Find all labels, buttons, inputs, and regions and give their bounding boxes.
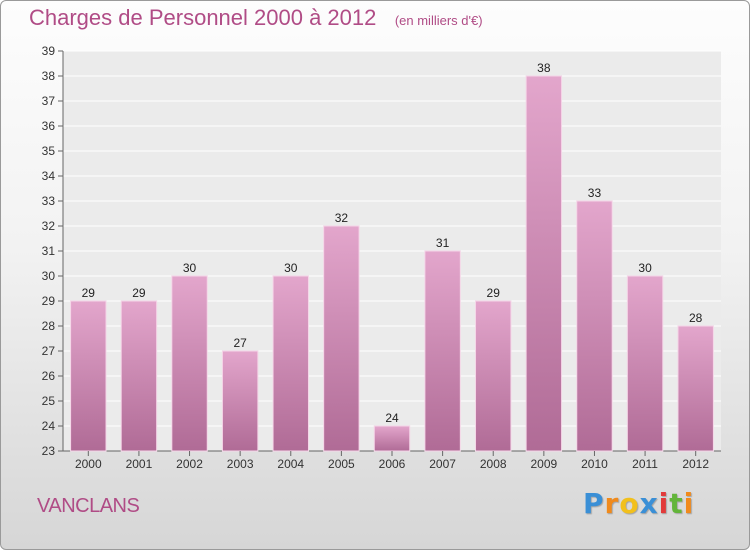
x-tick-label-2012: 2012 <box>682 457 709 471</box>
x-tick-label-2002: 2002 <box>176 457 203 471</box>
logo-letter: t <box>669 487 684 520</box>
x-tick-label-2004: 2004 <box>277 457 304 471</box>
proxiti-logo: Proxiti <box>583 487 694 520</box>
value-label-2006: 24 <box>385 411 399 425</box>
x-tick-label-2003: 2003 <box>227 457 254 471</box>
value-label-2012: 28 <box>689 311 703 325</box>
bar-2003 <box>221 350 259 452</box>
bar-2007 <box>424 250 461 452</box>
y-tick-label: 28 <box>42 319 56 333</box>
logo-letter: r <box>604 487 620 520</box>
x-tick-label-2001: 2001 <box>126 457 153 471</box>
x-tick-label-2010: 2010 <box>581 457 608 471</box>
y-tick-label: 25 <box>42 394 56 408</box>
value-label-2005: 32 <box>335 211 349 225</box>
x-tick-label-2007: 2007 <box>429 457 456 471</box>
x-tick-label-2008: 2008 <box>480 457 507 471</box>
chart-subtitle: (en milliers d'€) <box>394 13 483 28</box>
value-label-2004: 30 <box>284 261 298 275</box>
x-tick-label-2000: 2000 <box>75 457 102 471</box>
y-tick-label: 36 <box>42 119 56 133</box>
logo-letter: i <box>683 487 695 520</box>
value-label-2011: 30 <box>638 261 652 275</box>
y-tick-label: 39 <box>42 44 56 58</box>
bar-2012 <box>677 325 714 452</box>
y-tick-label: 34 <box>42 169 56 183</box>
commune-name: VANCLANS <box>37 495 140 517</box>
value-label-2008: 29 <box>487 286 501 300</box>
logo-letter: i <box>658 487 670 520</box>
logo-letter: P <box>583 487 605 520</box>
value-label-2010: 33 <box>588 186 602 200</box>
value-label-2007: 31 <box>436 236 450 250</box>
x-tick-label-2011: 2011 <box>632 457 658 471</box>
y-tick-label: 27 <box>42 344 56 358</box>
y-tick-label: 31 <box>42 244 56 258</box>
bar-2005 <box>323 225 360 452</box>
y-tick-label: 24 <box>42 419 56 433</box>
bar-2002 <box>171 275 208 452</box>
y-tick-label: 33 <box>42 194 56 208</box>
bar-2008 <box>475 300 512 452</box>
logo-letter: o <box>619 487 640 520</box>
y-tick-label: 30 <box>42 269 56 283</box>
value-label-2002: 30 <box>183 261 197 275</box>
value-label-2009: 38 <box>537 61 551 75</box>
x-tick-label-2005: 2005 <box>328 457 355 471</box>
y-tick-label: 32 <box>42 219 56 233</box>
y-tick-label: 37 <box>42 94 56 108</box>
y-tick-label: 38 <box>42 69 56 83</box>
x-tick-label-2009: 2009 <box>530 457 557 471</box>
bar-2001 <box>120 300 158 452</box>
y-tick-label: 29 <box>42 294 56 308</box>
bar-2009 <box>525 75 563 452</box>
y-tick-label: 35 <box>42 144 56 158</box>
logo-letter: x <box>639 487 659 520</box>
bar-2011 <box>626 275 664 452</box>
bar-2000 <box>70 300 107 452</box>
bar-2004 <box>272 275 309 452</box>
y-tick-label: 23 <box>42 444 56 458</box>
chart-title: Charges de Personnel 2000 à 2012 <box>29 5 377 30</box>
value-label-2001: 29 <box>132 286 146 300</box>
y-tick-label: 26 <box>42 369 56 383</box>
value-label-2000: 29 <box>82 286 96 300</box>
bar-2006 <box>373 425 411 452</box>
x-tick-label-2006: 2006 <box>379 457 406 471</box>
title-row: Charges de Personnel 2000 à 2012 (en mil… <box>29 5 483 31</box>
bar-2010 <box>576 200 613 452</box>
value-label-2003: 27 <box>233 336 247 350</box>
